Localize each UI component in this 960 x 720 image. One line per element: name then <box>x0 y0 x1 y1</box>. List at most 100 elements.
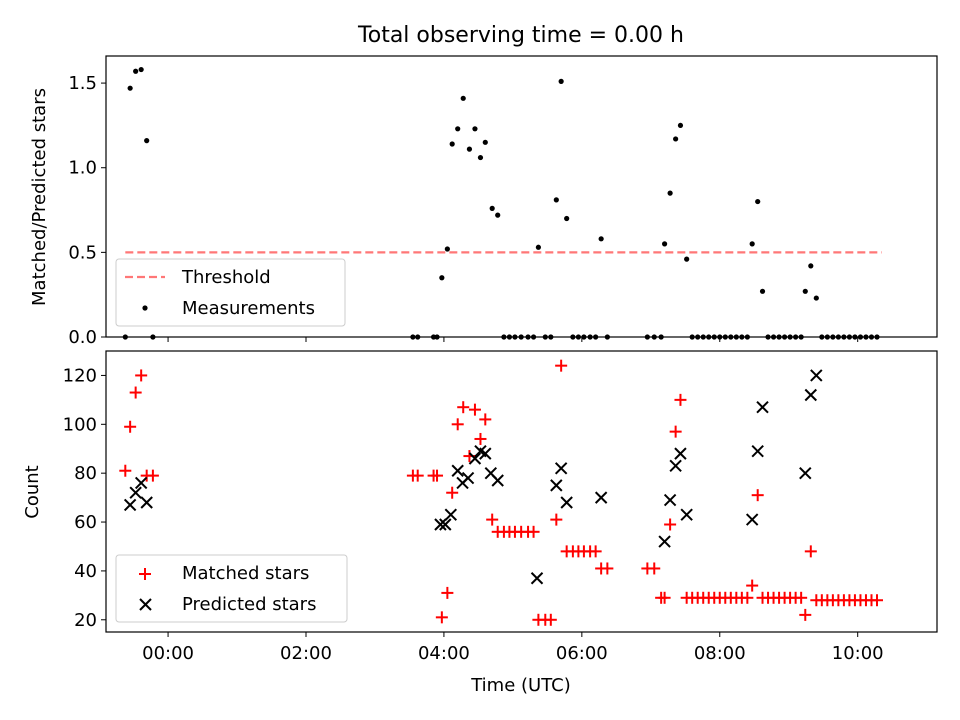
measurement-point <box>449 141 455 147</box>
predicted-star-marker-b <box>479 447 492 460</box>
count-y-tick-label: 100 <box>63 414 97 435</box>
measurement-point <box>133 68 139 74</box>
threshold-legend-label: Threshold <box>181 267 271 288</box>
matched-star-marker <box>664 518 677 531</box>
predicted-star-marker-b <box>461 471 475 485</box>
ratio-legend: Threshold Measurements <box>115 258 346 327</box>
matched-star-marker <box>601 562 614 575</box>
measurement-point <box>495 212 501 218</box>
matched-star-marker <box>669 425 682 438</box>
count-y-axis-label: Count <box>22 465 43 518</box>
predicted-star-marker-b <box>663 493 677 507</box>
measurement-point <box>460 95 466 101</box>
matched-star-marker <box>441 586 454 599</box>
predicted-star-marker-b <box>550 479 563 492</box>
matched-star-marker <box>804 545 817 558</box>
count-panel: 20 40 60 80 100 120 00:00 02:00 04:00 06:00 08:00… <box>22 350 938 696</box>
matched-star-marker <box>468 403 481 416</box>
predicted-star-marker <box>439 518 452 531</box>
predicted-star-marker <box>530 572 544 585</box>
measurement-point <box>558 78 564 84</box>
matched-star-marker <box>119 464 132 477</box>
predicted-star-marker-b <box>594 491 608 504</box>
measurement-point <box>466 146 473 152</box>
predicted-star-marker <box>756 400 769 414</box>
measurement-point <box>553 197 559 203</box>
matched-star-marker <box>746 579 759 592</box>
predicted-star-marker-b <box>444 508 458 521</box>
count-legend-frame <box>115 554 348 623</box>
predicted-star-marker-b <box>554 462 568 475</box>
predicted-stars-legend-label: Predicted stars <box>182 594 316 615</box>
matched-star-marker <box>674 393 687 406</box>
matched-star-marker <box>435 611 448 624</box>
predicted-star-marker-b <box>745 513 759 526</box>
measurement-point <box>749 241 755 247</box>
predicted-star-marker <box>479 447 492 460</box>
predicted-stars-legend-swatch <box>139 598 152 611</box>
matched-star-marker <box>871 594 884 607</box>
predicted-star-marker-b <box>474 444 487 458</box>
predicted-star-marker-b <box>804 388 818 402</box>
matched-star-marker <box>486 513 499 526</box>
predicted-star-marker-b <box>560 496 573 509</box>
count-x-tick-label: 04:00 <box>418 643 470 664</box>
matched-star-marker <box>146 469 159 482</box>
matched-star-marker <box>544 613 557 626</box>
measurement-point <box>472 126 478 132</box>
predicted-star-marker <box>674 447 687 460</box>
predicted-star-marker <box>804 388 818 402</box>
predicted-star-marker <box>134 476 148 490</box>
predicted-star-marker <box>751 444 764 458</box>
predicted-star-marker <box>451 464 464 477</box>
matched-star-marker <box>129 386 142 399</box>
ratio-y-tick-label: 1.5 <box>68 73 97 94</box>
count-x-tick-label: 02:00 <box>280 643 332 664</box>
ratio-y-tick-label: 1.0 <box>68 158 97 179</box>
matched-star-marker <box>751 489 764 502</box>
measurement-point <box>455 126 461 132</box>
measurement-point <box>598 236 604 242</box>
predicted-star-marker <box>745 513 759 526</box>
predicted-star-marker-b <box>799 466 812 480</box>
predicted-star-marker-b <box>756 400 769 414</box>
ratio-plot-frame <box>105 55 938 338</box>
predicted-star-marker <box>461 471 475 485</box>
ratio-panel: 0.0 0.5 1.0 1.5 Matched/Predicted stars Thr… <box>29 55 938 348</box>
count-x-axis: 00:00 02:00 04:00 06:00 08:00 10:00 <box>142 632 884 664</box>
ratio-legend-frame <box>115 258 346 327</box>
count-x-tick-label: 10:00 <box>832 643 884 664</box>
measurement-point <box>127 85 133 91</box>
predicted-star-marker <box>550 479 563 492</box>
predicted-star-marker-b <box>129 486 142 499</box>
predicted-star-marker <box>123 498 137 512</box>
count-y-tick-label: 40 <box>74 561 97 582</box>
matched-star-marker <box>457 401 470 414</box>
predicted-star-marker-b <box>468 452 482 465</box>
measurement-point <box>755 198 761 205</box>
predicted-star-marker-b <box>530 572 544 585</box>
measurements-legend-label: Measurements <box>182 298 315 319</box>
predicted-star-marker-b <box>810 369 823 382</box>
measurements-legend-swatch <box>142 305 148 311</box>
predicted-star-marker-b <box>140 496 153 509</box>
ratio-x-axis <box>167 337 859 342</box>
predicted-star-marker-b <box>439 518 452 531</box>
matched-stars-legend-swatch <box>139 568 151 580</box>
predicted-star-marker <box>129 486 142 499</box>
matched-star-marker <box>451 418 464 431</box>
measurement-point <box>535 244 541 250</box>
count-legend: Matched stars Predicted stars <box>115 554 348 623</box>
predicted-star-marker <box>594 491 608 504</box>
count-x-tick-label: 06:00 <box>556 643 608 664</box>
predicted-star-marker-b <box>491 474 504 487</box>
measurement-point <box>138 66 144 73</box>
measurement-point <box>482 139 488 145</box>
predicted-star-marker <box>444 508 458 521</box>
measurement-point <box>759 288 766 294</box>
matched-star-marker <box>446 486 459 499</box>
predicted-star-marker <box>810 369 823 382</box>
measurement-point <box>813 295 819 301</box>
predicted-star-marker <box>658 535 671 548</box>
predicted-star-marker-b <box>134 476 148 490</box>
